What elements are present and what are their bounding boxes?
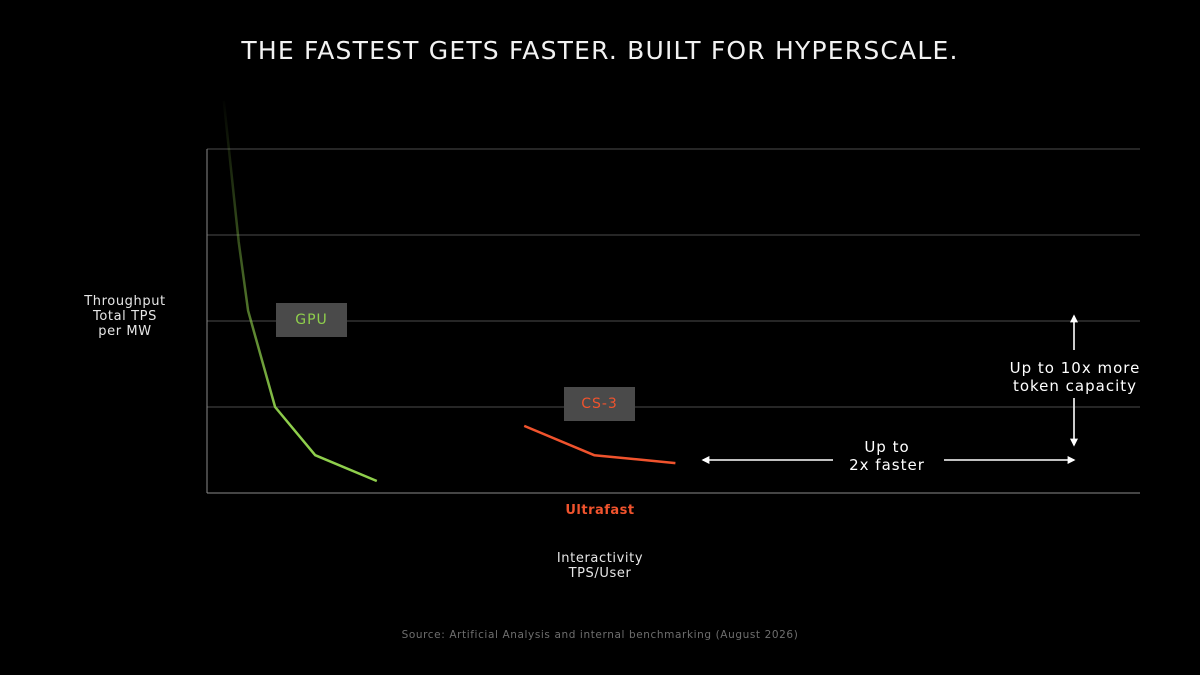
capacity-annotation-line-2: token capacity	[1012, 377, 1138, 395]
data-series	[222, 100, 676, 483]
annotation-arrows	[701, 314, 1078, 464]
x-axis-label: Interactivity TPS/User	[520, 551, 680, 581]
speed-annotation: Up to 2x faster	[817, 438, 957, 474]
slide-title: THE FASTEST GETS FASTER. BUILT FOR HYPER…	[241, 36, 959, 65]
capacity-annotation-line-1: Up to 10x more	[1009, 359, 1141, 377]
y-axis-label-line-2: Total TPS	[93, 309, 157, 324]
speed-annotation-line-2: 2x faster	[849, 456, 925, 474]
y-axis-label: Throughput Total TPS per MW	[70, 294, 180, 339]
capacity-annotation: Up to 10x more token capacity	[995, 359, 1155, 395]
series-label-gpu: GPU	[276, 303, 347, 337]
source-note: Source: Artificial Analysis and internal…	[401, 629, 799, 641]
series-label-cs3: CS-3	[564, 387, 635, 421]
cs3-series-line	[523, 424, 676, 465]
y-axis-label-line-3: per MW	[98, 324, 152, 339]
gpu-series-line	[222, 100, 378, 483]
ultrafast-label: Ultrafast	[565, 503, 635, 518]
grid-lines	[207, 148, 1140, 408]
x-axis-label-line-2: TPS/User	[568, 566, 632, 581]
speed-annotation-line-1: Up to	[864, 438, 910, 456]
y-axis-label-line-1: Throughput	[84, 294, 166, 309]
axes	[206, 149, 1140, 494]
x-axis-label-line-1: Interactivity	[556, 551, 644, 566]
